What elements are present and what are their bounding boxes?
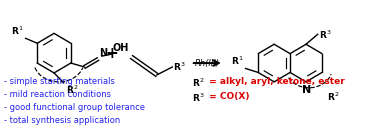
Text: - good functional group tolerance: - good functional group tolerance	[4, 103, 145, 112]
Text: +: +	[106, 46, 119, 61]
Text: R$^1$: R$^1$	[231, 55, 244, 68]
Text: R$^3$: R$^3$	[319, 28, 331, 40]
Text: R$^1$: R$^1$	[11, 25, 24, 37]
Text: Rh(III): Rh(III)	[195, 59, 220, 68]
Text: = alkyl, aryl, ketone, ester: = alkyl, aryl, ketone, ester	[206, 77, 345, 86]
Text: N: N	[99, 48, 107, 58]
Text: - mild reaction conditions: - mild reaction conditions	[4, 90, 111, 99]
Text: OH: OH	[113, 43, 129, 53]
Text: R$^3$: R$^3$	[192, 92, 204, 104]
Text: = CO(X): = CO(X)	[206, 92, 250, 101]
Text: N: N	[302, 85, 311, 95]
Text: - total synthesis application: - total synthesis application	[4, 116, 120, 124]
Text: R$^2$: R$^2$	[327, 91, 339, 103]
Text: R$^2$: R$^2$	[66, 84, 78, 96]
Text: - simple starting materials: - simple starting materials	[4, 77, 115, 86]
Text: R$^2$: R$^2$	[192, 77, 204, 89]
Text: R$^3$: R$^3$	[173, 61, 186, 73]
